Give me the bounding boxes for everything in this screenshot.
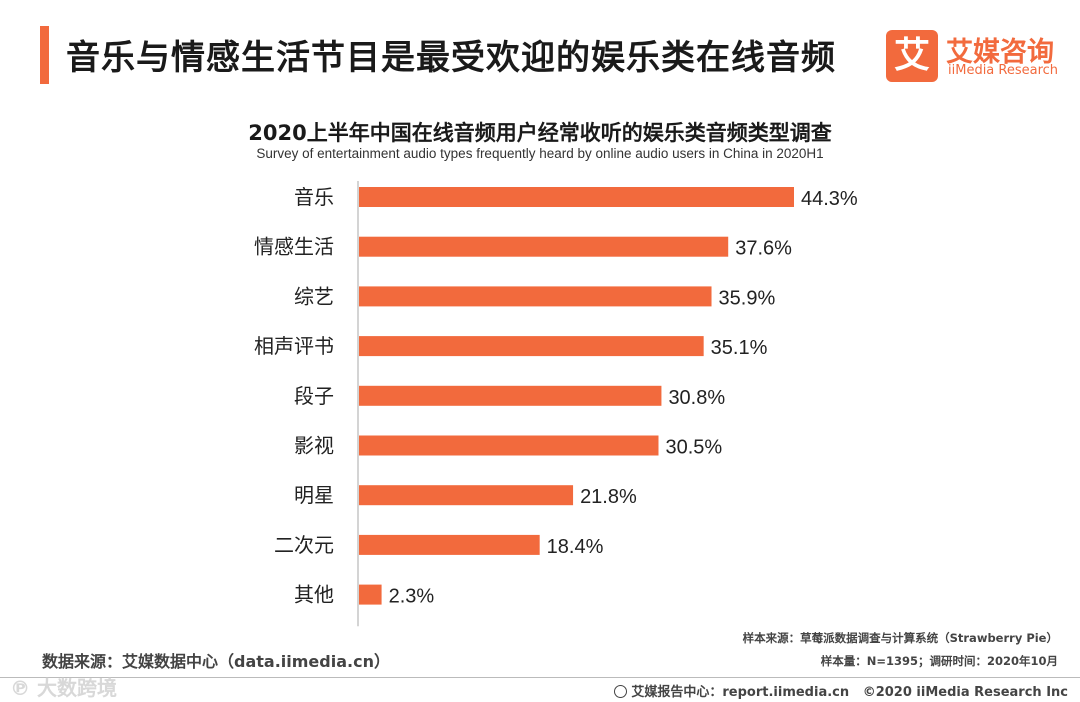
bar — [359, 286, 712, 307]
bar — [359, 584, 382, 605]
value-label: 30.8% — [668, 387, 725, 409]
category-label: 情感生活 — [254, 235, 334, 259]
logo-cn-text: 艾媒咨询 — [946, 37, 1054, 68]
watermark: ℗ 大数跨境 — [10, 676, 117, 700]
category-label: 二次元 — [274, 533, 334, 557]
value-label: 2.3% — [389, 586, 435, 608]
category-label: 综艺 — [294, 284, 334, 308]
category-label: 明星 — [294, 483, 334, 507]
bar — [359, 385, 662, 406]
value-label: 35.1% — [711, 337, 768, 359]
bar — [359, 485, 574, 506]
title-accent-bar — [40, 26, 49, 84]
category-label: 相声评书 — [254, 334, 334, 358]
value-label: 35.9% — [719, 287, 776, 309]
iimedia-logo: 艾 艾媒咨询 iiMedia Research — [886, 30, 1066, 82]
value-label: 37.6% — [735, 238, 792, 260]
category-label: 其他 — [294, 583, 334, 607]
bar — [359, 236, 729, 257]
report-center-link[interactable]: 艾媒报告中心：report.iimedia.cn — [631, 685, 850, 700]
bar — [359, 336, 704, 357]
value-label: 21.8% — [580, 486, 637, 508]
bar — [359, 534, 540, 555]
logo-en-text: iiMedia Research — [948, 63, 1059, 78]
data-source: 数据来源：艾媒数据中心（data.iimedia.cn） — [42, 652, 390, 671]
category-label: 音乐 — [294, 185, 334, 209]
category-label: 影视 — [294, 434, 334, 458]
value-label: 30.5% — [665, 437, 722, 459]
sample-info-note: 样本量：N=1395；调研时间：2020年10月 — [820, 654, 1058, 668]
value-label: 44.3% — [801, 188, 858, 210]
category-label: 段子 — [294, 384, 334, 408]
logo-mark-icon: 艾 — [886, 30, 938, 82]
sample-source-note: 样本来源：草莓派数据调查与计算系统（Strawberry Pie） — [742, 631, 1058, 645]
footer-bar: 艾媒报告中心：report.iimedia.cn ©2020 iiMedia R… — [614, 681, 1068, 700]
chart-title: 2020上半年中国在线音频用户经常收听的娱乐类音频类型调查 — [248, 121, 832, 145]
bar-chart: 音乐 44.3% 情感生活 37.6% 综艺 35.9% 相声评书 35.1% 段子 30.8% 影… — [254, 181, 858, 627]
bar — [359, 187, 794, 207]
copyright: ©2020 iiMedia Research Inc — [862, 685, 1068, 700]
chart-subtitle: Survey of entertainment audio types freq… — [256, 146, 824, 161]
globe-icon — [614, 685, 628, 698]
bar — [359, 435, 659, 456]
value-label: 18.4% — [547, 536, 604, 558]
footer-divider — [0, 677, 1080, 678]
page-title: 音乐与情感生活节目是最受欢迎的娱乐类在线音频 — [66, 38, 836, 78]
